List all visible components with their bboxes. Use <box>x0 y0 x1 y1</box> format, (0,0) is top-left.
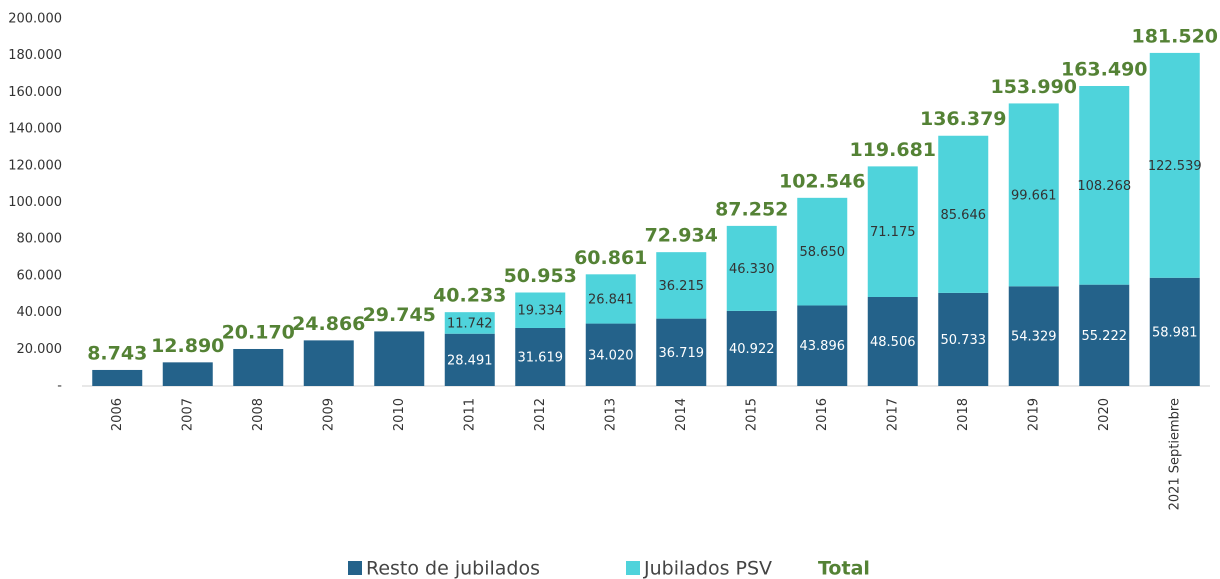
bar-segment <box>656 318 707 386</box>
data-label: 58.981 <box>1152 325 1198 340</box>
bar-segment <box>867 296 918 386</box>
bar-segment <box>1008 103 1059 287</box>
total-label: 20.170 <box>222 321 295 343</box>
bar-segment <box>374 331 425 386</box>
y-tick-label: 120.000 <box>8 158 62 173</box>
data-label: 122.539 <box>1148 159 1202 174</box>
bar-segment <box>515 327 566 386</box>
data-label: 43.896 <box>800 339 846 354</box>
bar-segment <box>938 135 989 293</box>
bar-segment <box>233 348 284 386</box>
x-tick-label: 2019 <box>1026 398 1041 431</box>
total-label: 40.233 <box>433 285 506 307</box>
x-tick-label: 2008 <box>251 398 266 431</box>
total-label: 29.745 <box>363 304 436 326</box>
total-label: 50.953 <box>504 265 577 287</box>
total-label: 163.490 <box>1061 58 1148 80</box>
x-tick-label: 2011 <box>462 398 477 431</box>
bar-segment <box>303 340 354 386</box>
bar-segment <box>515 292 566 328</box>
total-label: 102.546 <box>779 170 866 192</box>
bar-segment <box>1079 85 1130 285</box>
total-label: 136.379 <box>920 108 1007 130</box>
data-label: 40.922 <box>729 342 775 357</box>
x-tick-label: 2018 <box>956 398 971 431</box>
x-tick-label: 2012 <box>533 398 548 431</box>
legend-label: Jubilados PSV <box>643 558 772 579</box>
y-tick-label: 140.000 <box>8 122 62 137</box>
x-tick-label: 2017 <box>885 398 900 431</box>
data-label: 99.661 <box>1011 188 1057 203</box>
data-label: 36.719 <box>659 346 705 361</box>
data-label: 19.334 <box>518 304 564 319</box>
data-label: 58.650 <box>800 245 846 260</box>
data-label: 46.330 <box>729 262 775 277</box>
bar-segment <box>938 292 989 386</box>
total-label: 87.252 <box>715 198 788 220</box>
total-label: 119.681 <box>849 139 936 161</box>
y-tick-label: 160.000 <box>8 85 62 100</box>
data-label: 26.841 <box>588 292 634 307</box>
y-tick-label: 200.000 <box>8 12 62 27</box>
y-tick-label: - <box>57 379 62 394</box>
data-label: 108.268 <box>1077 179 1131 194</box>
x-tick-label: 2021 Septiembre <box>1167 398 1182 510</box>
bar-segment <box>585 323 636 386</box>
bar-segment <box>797 197 848 306</box>
x-tick-label: 2006 <box>110 398 125 431</box>
y-tick-label: 60.000 <box>17 268 63 283</box>
x-tick-label: 2013 <box>603 398 618 431</box>
y-tick-label: 100.000 <box>8 195 62 210</box>
bar-segment <box>1149 277 1200 386</box>
total-label: 12.890 <box>151 335 224 357</box>
data-label: 71.175 <box>870 225 916 240</box>
y-tick-label: 80.000 <box>17 232 63 247</box>
data-label: 31.619 <box>518 350 564 365</box>
bar-segment <box>726 310 777 386</box>
total-label: 24.866 <box>292 313 365 335</box>
bar-segment <box>797 305 848 386</box>
total-label: 8.743 <box>87 342 147 364</box>
total-label: 60.861 <box>574 247 647 269</box>
data-label: 34.020 <box>588 348 634 363</box>
data-label: 36.215 <box>659 279 705 294</box>
bar-segment <box>444 333 495 386</box>
bar-segment <box>726 225 777 311</box>
data-label: 85.646 <box>941 208 987 223</box>
y-tick-label: 40.000 <box>17 305 63 320</box>
data-label: 55.222 <box>1082 329 1128 344</box>
x-tick-label: 2007 <box>180 398 195 431</box>
y-tick-label: 180.000 <box>8 48 62 63</box>
legend-label: Resto de jubilados <box>366 558 540 579</box>
bar-segment <box>162 362 213 386</box>
x-tick-label: 2009 <box>321 398 336 431</box>
data-label: 11.742 <box>447 316 493 331</box>
x-tick-label: 2014 <box>674 398 689 431</box>
data-label: 54.329 <box>1011 330 1057 345</box>
x-tick-label: 2016 <box>815 398 830 431</box>
bar-segment <box>444 312 495 334</box>
total-label: 181.520 <box>1131 25 1218 47</box>
legend-label: Total <box>818 558 870 579</box>
total-label: 72.934 <box>645 225 718 247</box>
bar-segment <box>92 369 143 386</box>
data-label: 28.491 <box>447 353 493 368</box>
bar-segment <box>1149 52 1200 278</box>
x-tick-label: 2010 <box>392 398 407 431</box>
bar-segment <box>1008 286 1059 386</box>
data-label: 50.733 <box>941 333 987 348</box>
bar-segment <box>656 252 707 319</box>
legend-swatch <box>348 561 362 575</box>
x-tick-label: 2020 <box>1097 398 1112 431</box>
y-tick-label: 20.000 <box>17 342 63 357</box>
legend-swatch <box>626 561 640 575</box>
bar-segment <box>867 166 918 297</box>
x-tick-label: 2015 <box>744 398 759 431</box>
data-label: 48.506 <box>870 335 916 350</box>
total-label: 153.990 <box>990 76 1077 98</box>
bar-segment <box>585 274 636 324</box>
bar-segment <box>1079 284 1130 386</box>
